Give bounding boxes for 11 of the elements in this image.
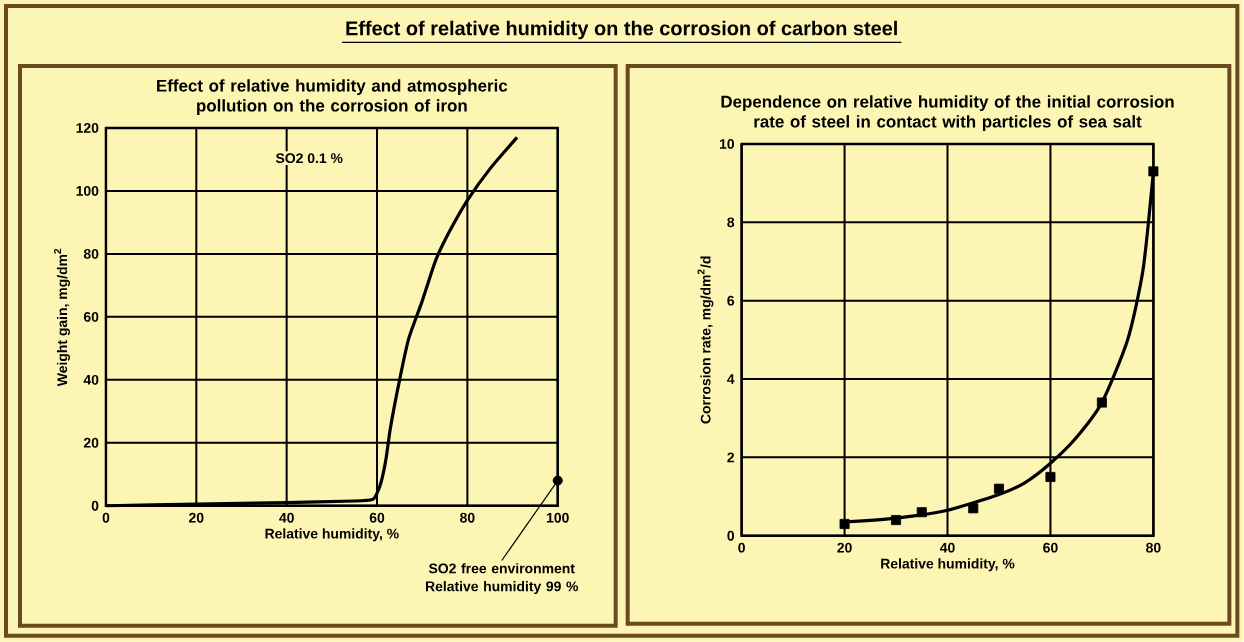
point (1045, 472, 1056, 483)
point (1148, 166, 1159, 177)
point (891, 515, 902, 526)
point (968, 503, 979, 514)
point (916, 507, 927, 518)
text: Effect of relative humidity on the corrosion of carbon steel (346, 20, 897, 40)
point (1096, 397, 1107, 408)
point (993, 483, 1004, 494)
chart-title: Dependence on relative humidity of the initial corrosion rate of steel in contact with particles of sea salt (721, 95, 1174, 132)
point (839, 519, 850, 530)
chart-title: Effect of relative humidity and atmospheric pollution on the corrosion of iron (157, 79, 508, 116)
